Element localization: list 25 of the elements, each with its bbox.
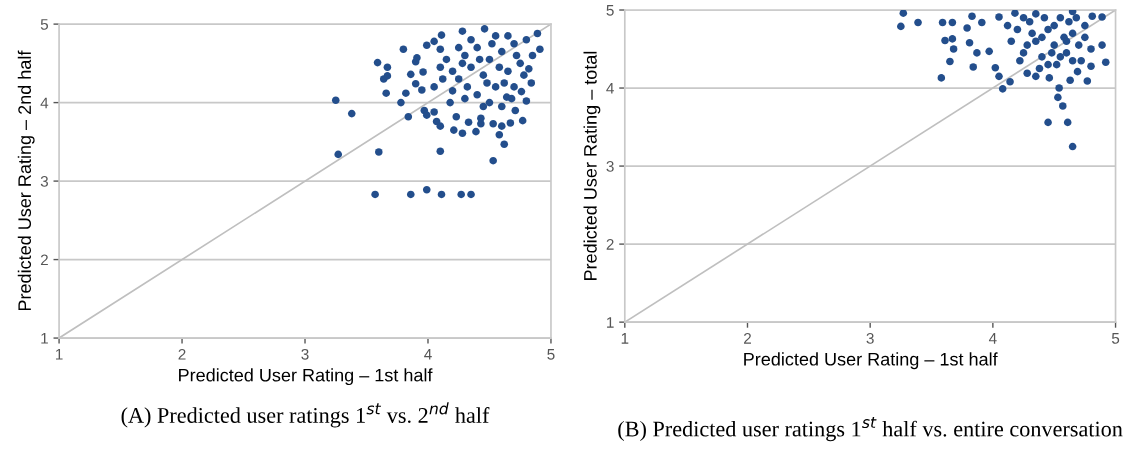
y-tick-label: 2 xyxy=(40,254,48,266)
x-tick-label: 4 xyxy=(424,349,432,360)
x-tick-label: 5 xyxy=(1111,333,1120,344)
text: (A) Predicted user ratings 1$^{st}$ vs. 2$^{nd}$ half xyxy=(121,402,490,428)
y-tick-label: 4 xyxy=(606,83,614,94)
y-tick-label: 5 xyxy=(40,19,49,30)
text: (B) Predicted user ratings 1$^{st}$ half vs. entire conversation xyxy=(618,416,1123,442)
y-tick-label: 3 xyxy=(606,160,614,172)
x-axis-title: Predicted User Rating – 1st half xyxy=(744,352,998,370)
y-tick-label: 5 xyxy=(606,5,614,16)
x-tick-label: 4 xyxy=(988,333,997,344)
x-axis-title: Predicted User Rating – 1st half xyxy=(179,368,433,386)
x-tick-label: 3 xyxy=(866,332,874,344)
y-tick-label: 1 xyxy=(607,317,614,328)
y-tick-label: 2 xyxy=(606,238,614,250)
x-tick-label: 3 xyxy=(301,348,309,360)
x-tick-label: 5 xyxy=(547,349,555,360)
x-tick-label: 2 xyxy=(744,332,751,344)
x-tick-label: 1 xyxy=(55,349,63,360)
x-tick-label: 1 xyxy=(621,333,629,344)
y-tick-label: 3 xyxy=(40,175,48,187)
y-axis-title: Predicted User Rating – 2nd half xyxy=(17,50,35,311)
x-tick-label: 2 xyxy=(178,348,186,360)
y-axis-title: Predicted User Rating – total xyxy=(583,51,601,280)
y-tick-label: 4 xyxy=(40,97,49,109)
